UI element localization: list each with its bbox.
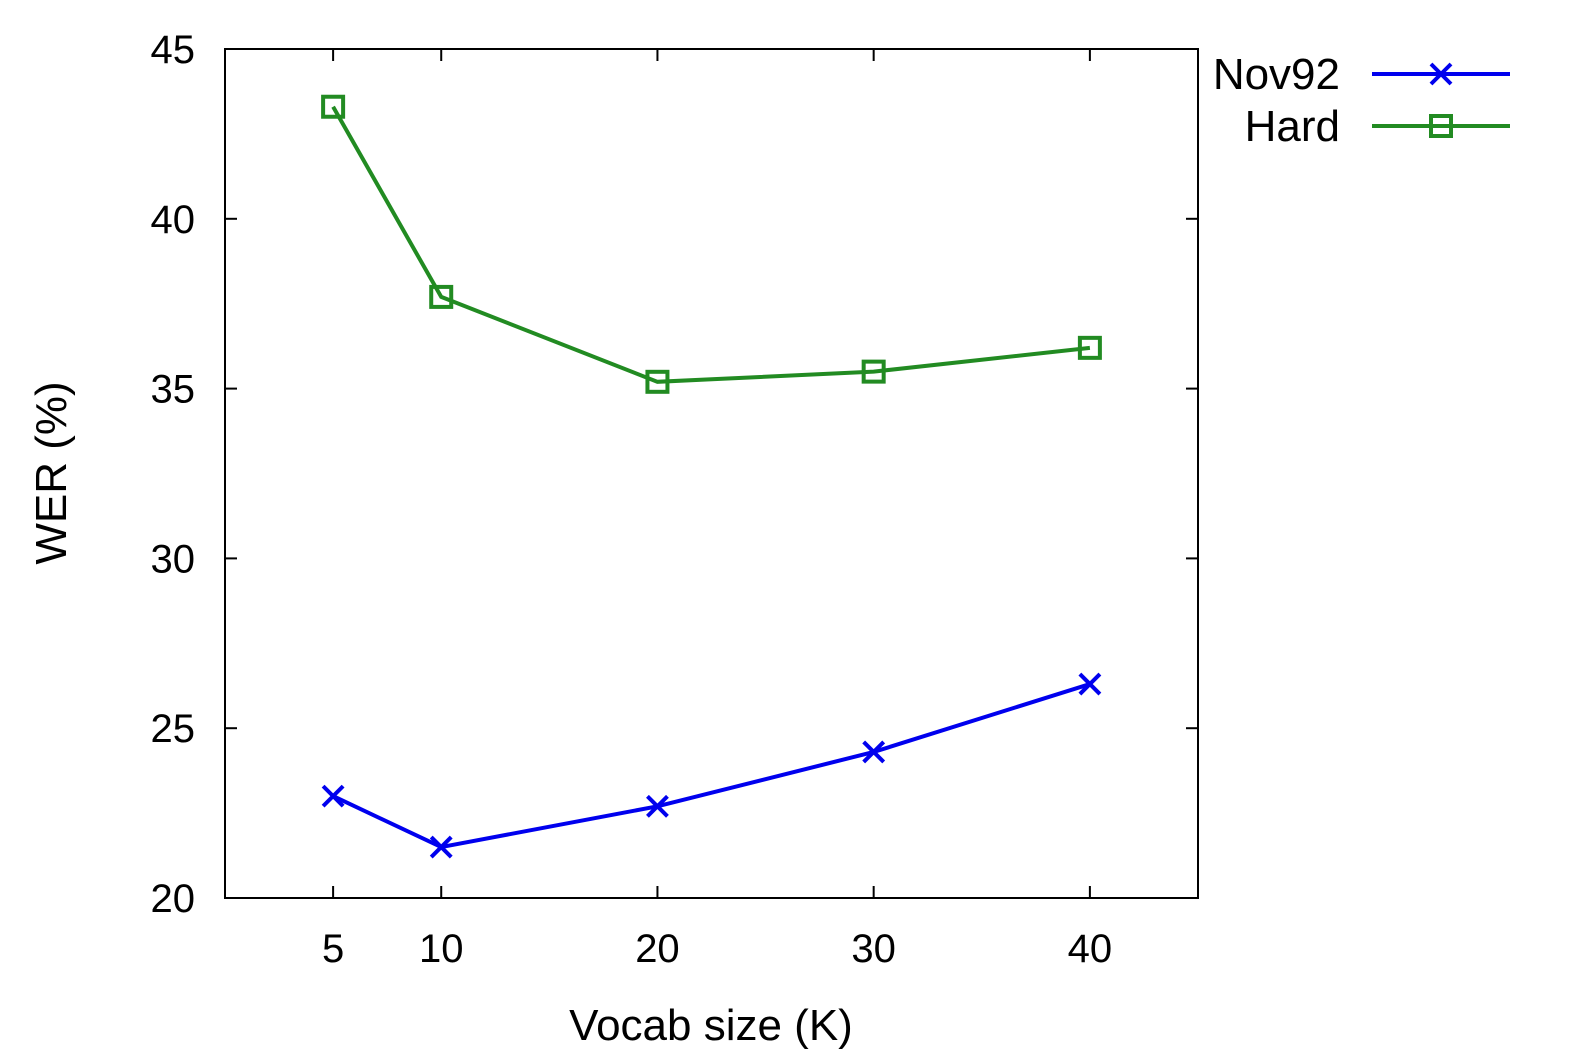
square-marker xyxy=(861,359,886,384)
x-axis-label: Vocab size (K) xyxy=(569,1001,853,1050)
legend-item-nov92: Nov92 xyxy=(1213,50,1510,99)
square-marker xyxy=(1077,335,1102,360)
legend-label: Nov92 xyxy=(1213,50,1340,99)
square-marker xyxy=(645,369,670,394)
plot-frame xyxy=(224,48,1199,899)
y-tick-label: 20 xyxy=(151,877,196,921)
series-line xyxy=(332,682,1091,850)
y-tick-label: 25 xyxy=(151,707,196,751)
x-tick-label: 5 xyxy=(322,927,344,971)
x-tick-label: 30 xyxy=(851,927,896,971)
x-tick-label: 10 xyxy=(419,927,464,971)
y-tick-label: 40 xyxy=(151,198,196,242)
y-tick-label: 30 xyxy=(151,537,196,581)
x-marker xyxy=(321,784,345,808)
x-marker xyxy=(862,740,886,764)
x-tick-label: 20 xyxy=(635,927,680,971)
series-layer xyxy=(321,94,1102,859)
series-line xyxy=(331,105,1091,384)
legend-label: Hard xyxy=(1245,102,1340,151)
square-marker xyxy=(429,284,454,309)
square-marker xyxy=(1429,114,1453,138)
legend-item-hard: Hard xyxy=(1245,102,1510,151)
x-marker xyxy=(1078,672,1102,696)
x-marker xyxy=(1429,62,1453,86)
series-nov92 xyxy=(321,672,1102,859)
square-marker xyxy=(321,94,346,119)
y-axis-label: WER (%) xyxy=(27,381,76,564)
x-marker xyxy=(646,794,669,818)
axis-ticks: 20 25 30 35 40 45 5 10 20 30 40 xyxy=(151,28,1198,971)
y-tick-label: 45 xyxy=(151,28,196,72)
y-tick-label: 35 xyxy=(151,368,196,412)
series-hard xyxy=(321,94,1102,394)
x-marker xyxy=(429,835,453,859)
x-tick-label: 40 xyxy=(1068,927,1113,971)
